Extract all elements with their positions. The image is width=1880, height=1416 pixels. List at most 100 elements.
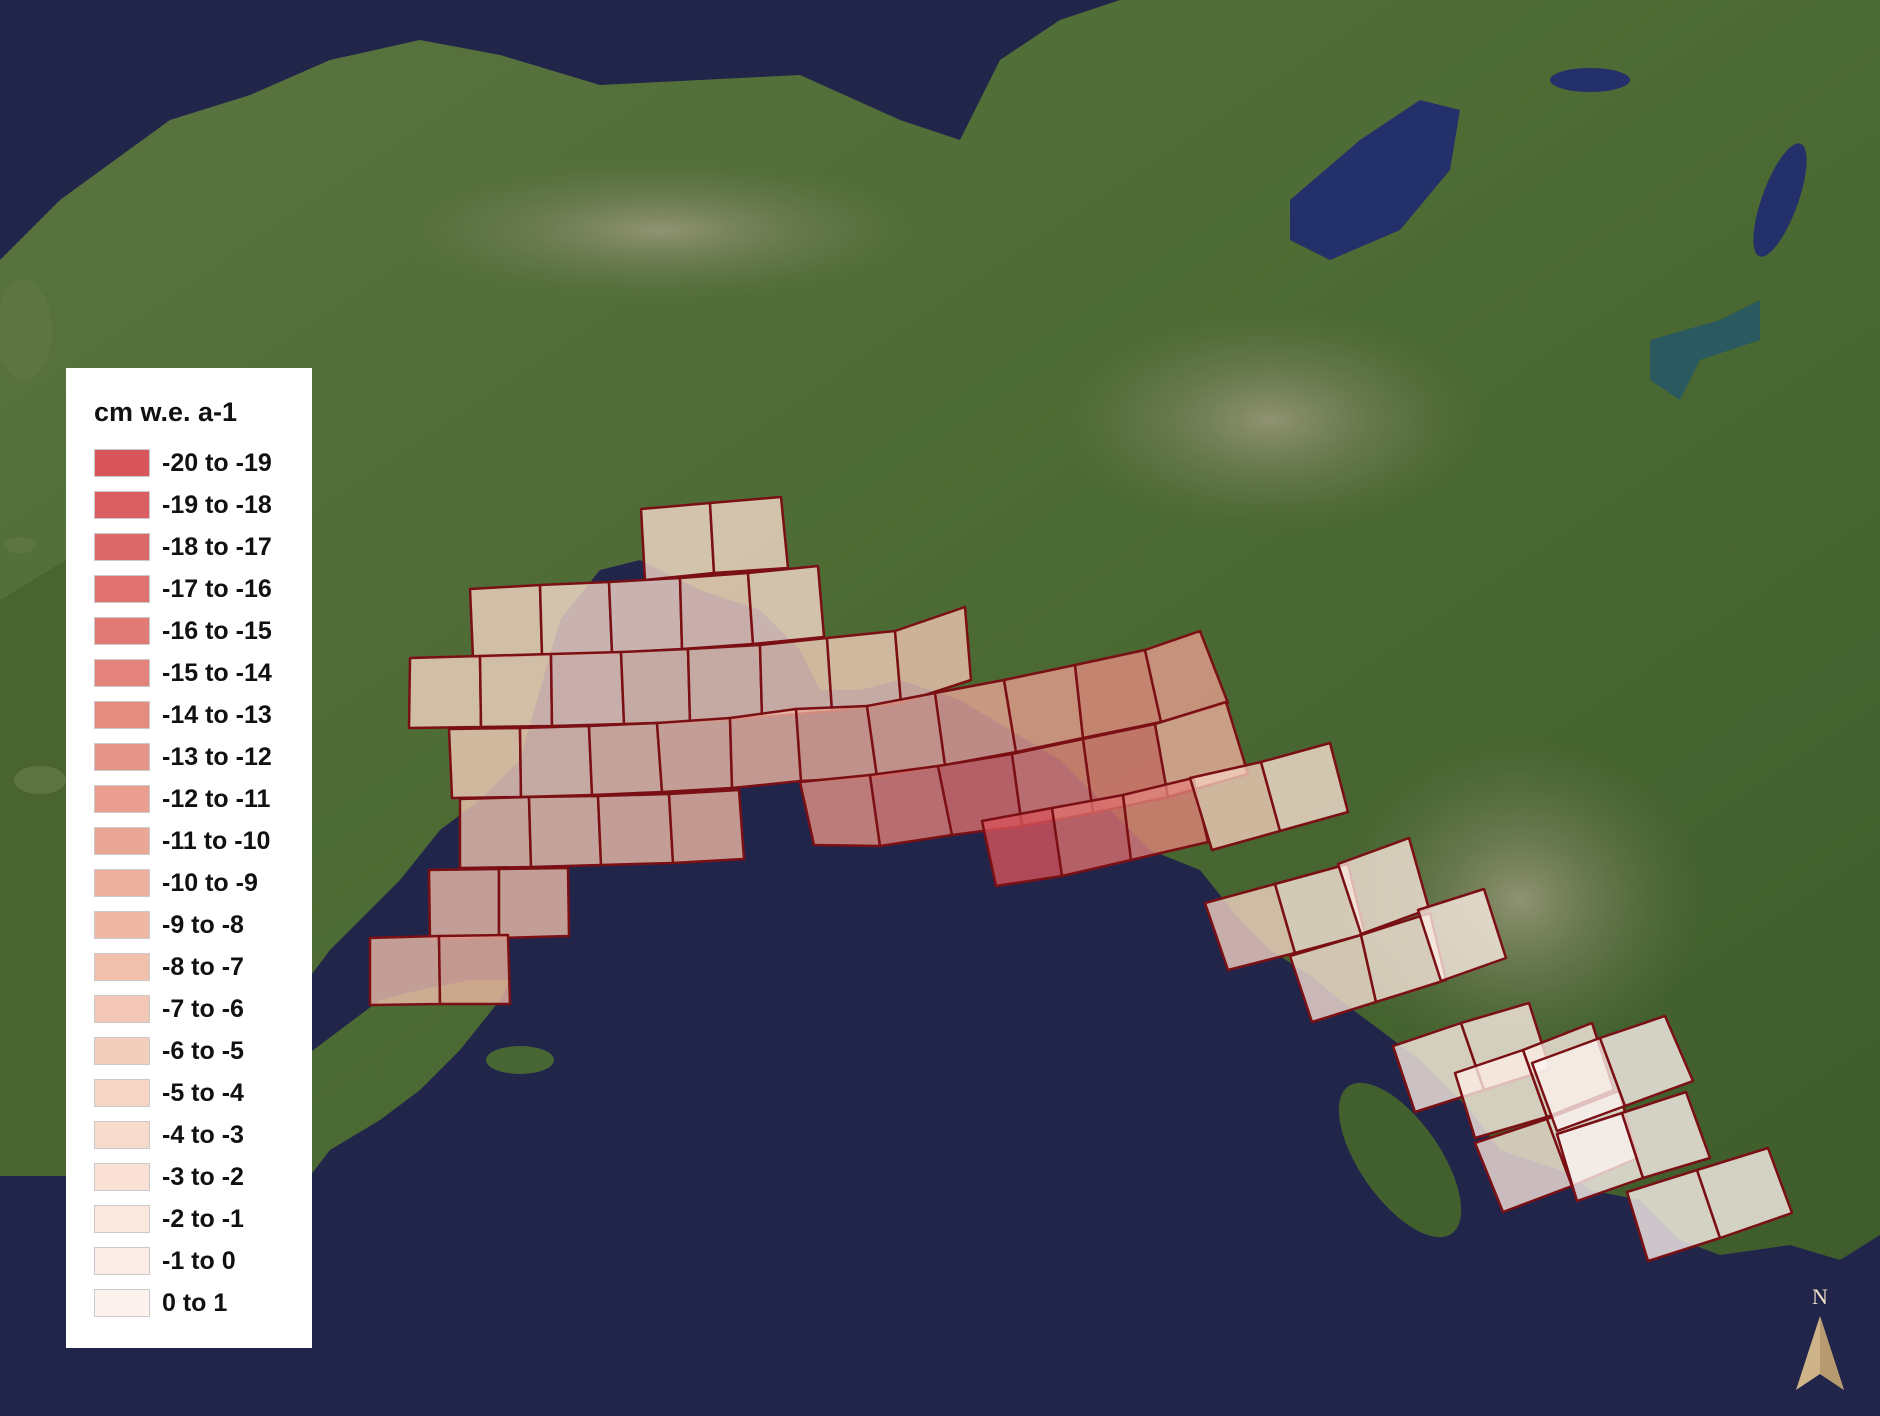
north-arrow-label: N	[1812, 1284, 1828, 1309]
grid-cell-h3	[1121, 776, 1210, 862]
legend-label: -14 to -13	[162, 700, 272, 729]
legend-label: -15 to -14	[162, 658, 272, 687]
legend-swatch	[94, 1247, 150, 1275]
legend-title: cm w.e. a-1	[94, 397, 238, 427]
legend: cm w.e. a-1 -20 to -19 -19 to -18 -18 to…	[66, 368, 312, 1348]
legend-label: -17 to -16	[162, 574, 272, 603]
grid-cell-d4	[655, 716, 734, 794]
legend-swatch	[94, 1289, 150, 1317]
grid-cell-g2	[437, 933, 512, 1006]
grid-cell-s2	[1259, 741, 1350, 833]
grid-cell-h2	[1050, 793, 1133, 878]
grid-cell-c5	[686, 643, 764, 724]
legend-label: -4 to -3	[162, 1120, 244, 1149]
mackenzie-mountains	[1060, 310, 1480, 530]
legend-label: -10 to -9	[162, 868, 258, 897]
legend-label: -13 to -12	[162, 742, 272, 771]
great-slave-lake	[1650, 300, 1760, 400]
legend-item: -3 to -2	[94, 1156, 312, 1198]
grid-cell-e5	[798, 773, 882, 848]
grid-cell-c6	[758, 636, 834, 719]
legend-item: -19 to -18	[94, 484, 312, 526]
western-coast	[0, 560, 66, 1176]
grid-cell-f1	[427, 867, 501, 941]
legend-swatch	[94, 1163, 150, 1191]
legend-label: -12 to -11	[162, 784, 271, 813]
legend-rows: -20 to -19 -19 to -18 -18 to -17 -17 to …	[94, 442, 312, 1324]
legend-swatch	[94, 911, 150, 939]
grid-cell-e2	[527, 794, 603, 869]
lake	[1550, 68, 1630, 92]
legend-item: -12 to -11	[94, 778, 312, 820]
legend-label: -2 to -1	[162, 1204, 244, 1233]
legend-swatch	[94, 533, 150, 561]
legend-swatch	[94, 1205, 150, 1233]
grid-cell-d5	[728, 707, 803, 790]
grid-cell-s8	[1416, 887, 1508, 983]
north-arrow: N	[1796, 1284, 1844, 1390]
grid-cell-c3	[549, 650, 626, 728]
grid-cell-b4	[678, 571, 755, 651]
grid-cell-c1	[407, 654, 483, 730]
grid-cell-b1	[468, 583, 544, 660]
grid-cell-s16	[1598, 1014, 1695, 1108]
grid-cell-d8	[933, 678, 1018, 767]
legend-swatch	[94, 785, 150, 813]
legend-swatch	[94, 869, 150, 897]
legend-swatch	[94, 743, 150, 771]
grid-cell-e3	[596, 792, 675, 867]
island	[4, 537, 36, 553]
grid-cell-d11	[1143, 629, 1230, 724]
grid-cell-b3	[607, 576, 684, 655]
legend-swatch	[94, 491, 150, 519]
legend-label: 0 to 1	[162, 1288, 228, 1317]
legend-swatch	[94, 953, 150, 981]
grid-cell-c2	[478, 652, 554, 729]
grid-cell-h1	[980, 806, 1064, 888]
grid-cell-c7	[825, 629, 903, 713]
grid-cell-d6	[794, 704, 879, 783]
legend-swatch	[94, 827, 150, 855]
legend-swatch	[94, 995, 150, 1023]
legend-item: -2 to -1	[94, 1198, 312, 1240]
legend-item: 0 to 1	[94, 1282, 312, 1324]
grid-cell-d1	[447, 726, 523, 800]
legend-swatch	[94, 1037, 150, 1065]
legend-item: -1 to 0	[94, 1240, 312, 1282]
lake	[1753, 143, 1807, 257]
grid-cell-d9	[1002, 663, 1085, 754]
grid-cell-c8	[893, 605, 973, 705]
legend-item: -13 to -12	[94, 736, 312, 778]
legend-swatch	[94, 617, 150, 645]
brooks-range	[400, 160, 920, 300]
legend-swatch	[94, 1121, 150, 1149]
north-arrow-shade	[1820, 1316, 1844, 1390]
legend-item: -14 to -13	[94, 694, 312, 736]
island	[0, 280, 52, 380]
legend-item: -6 to -5	[94, 1030, 312, 1072]
legend-item: -4 to -3	[94, 1114, 312, 1156]
legend-swatch	[94, 449, 150, 477]
grid-cell-a1	[639, 501, 716, 582]
legend-swatch	[94, 575, 150, 603]
island	[486, 1046, 554, 1074]
legend-item: -11 to -10	[94, 820, 312, 862]
grid-cell-d3	[587, 721, 664, 797]
grid-cell-d2	[518, 724, 594, 799]
legend-item: -10 to -9	[94, 862, 312, 904]
grid-cell-c4	[619, 647, 692, 726]
legend-label: -19 to -18	[162, 490, 272, 519]
legend-label: -6 to -5	[162, 1036, 244, 1065]
legend-label: -1 to 0	[162, 1246, 236, 1275]
grid-cell-b5	[746, 564, 826, 646]
grid-cell-e4	[667, 788, 746, 865]
island	[14, 766, 66, 794]
legend-swatch	[94, 701, 150, 729]
legend-item: -5 to -4	[94, 1072, 312, 1114]
legend-swatch	[94, 1079, 150, 1107]
legend-item: -20 to -19	[94, 442, 312, 484]
great-bear-lake	[1290, 100, 1460, 260]
legend-label: -18 to -17	[162, 532, 272, 561]
grid-cell-g1	[368, 934, 442, 1007]
legend-label: -9 to -8	[162, 910, 244, 939]
